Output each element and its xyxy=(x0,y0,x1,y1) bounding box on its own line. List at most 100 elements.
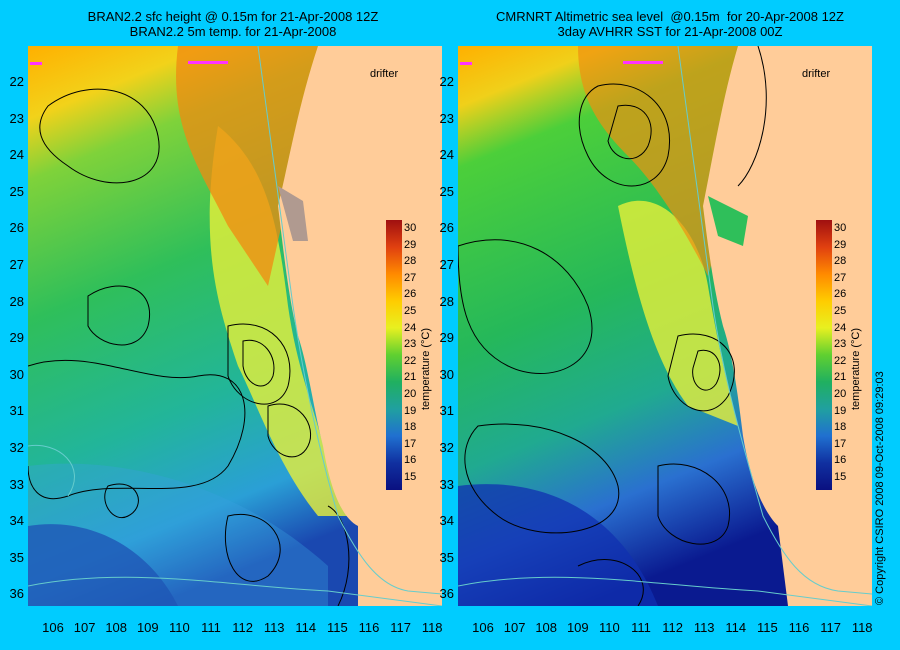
left-title-line1: BRAN2.2 sfc height @ 0.15m for 21-Apr-20… xyxy=(87,9,379,24)
latitude-label: 33 xyxy=(9,476,24,492)
colorbar-right xyxy=(816,220,832,490)
colorbar-tick-label: 19 xyxy=(404,404,417,417)
latitude-label: 27 xyxy=(439,257,454,272)
latitude-label: 36 xyxy=(439,586,454,602)
latitude-label: 23 xyxy=(9,110,24,126)
colorbar-left xyxy=(386,220,402,490)
longitude-label: 114 xyxy=(295,620,317,635)
longitude-label: 115 xyxy=(757,620,778,635)
latitude-label: 26 xyxy=(9,220,24,236)
longitude-label: 110 xyxy=(169,620,190,635)
colorbar-tick-label: 18 xyxy=(834,421,847,434)
latitude-label: 34 xyxy=(439,513,454,529)
latitude-label: 27 xyxy=(9,257,24,272)
latitude-label: 28 xyxy=(9,293,24,309)
latitude-label: 26 xyxy=(439,220,454,236)
colorbar-tick-label: 15 xyxy=(834,471,847,483)
longitude-label: 116 xyxy=(788,620,810,635)
colorbar-tick-label: 17 xyxy=(404,437,417,450)
drifter-track-left xyxy=(30,61,228,65)
longitude-label: 112 xyxy=(232,620,253,635)
right-panel-title: CMRNRT Altimetric sea level @0.15m for 2… xyxy=(455,9,885,39)
drifter-track-right xyxy=(460,61,663,65)
longitude-label: 109 xyxy=(136,620,159,635)
colorbar-tick-label: 23 xyxy=(834,338,847,351)
colorbar-tick-label: 25 xyxy=(404,305,417,317)
longitude-label: 107 xyxy=(73,620,96,635)
colorbar-tick-label: 20 xyxy=(404,388,417,400)
latitude-label: 25 xyxy=(439,183,454,199)
drifter-label-left: drifter xyxy=(370,68,399,80)
longitude-label: 106 xyxy=(42,620,64,635)
latitude-label: 24 xyxy=(9,147,24,163)
latitude-label: 22 xyxy=(9,74,24,89)
colorbar-tick-label: 21 xyxy=(404,371,417,384)
latitude-label: 35 xyxy=(439,549,454,565)
colorbar-tick-label: 29 xyxy=(404,238,417,251)
colorbar-tick-label: 19 xyxy=(834,404,847,417)
longitude-label: 115 xyxy=(327,620,348,635)
latitude-label: 29 xyxy=(439,330,454,346)
latitude-label: 34 xyxy=(9,513,24,529)
colorbar-tick-label: 16 xyxy=(404,454,417,467)
longitude-label: 117 xyxy=(820,620,841,635)
latitude-label: 31 xyxy=(9,403,24,419)
latitude-label: 24 xyxy=(439,147,454,163)
latitude-label: 32 xyxy=(9,440,24,455)
colorbar-tick-label: 17 xyxy=(834,437,847,450)
longitude-label: 106 xyxy=(472,620,494,635)
colorbar-tick-label: 30 xyxy=(404,222,417,234)
longitude-label: 118 xyxy=(421,620,443,635)
latitude-label: 22 xyxy=(439,74,454,89)
colorbar-tick-label: 22 xyxy=(834,354,847,367)
colorbar-title-right: temperature (°C) xyxy=(850,327,862,410)
drifter-label-right: drifter xyxy=(802,68,831,80)
right-title-line2: 3day AVHRR SST for 21-Apr-2008 00Z xyxy=(557,24,783,39)
longitude-label: 113 xyxy=(693,620,715,635)
colorbar-tick-label: 26 xyxy=(404,288,417,301)
latitude-label: 36 xyxy=(9,586,24,602)
longitude-label: 114 xyxy=(725,620,747,635)
longitude-label: 117 xyxy=(390,620,411,635)
latitude-label: 23 xyxy=(439,110,454,126)
longitude-label: 108 xyxy=(535,620,558,635)
longitude-label: 110 xyxy=(599,620,620,635)
colorbar-tick-label: 27 xyxy=(404,271,417,284)
copyright-note: © Copyright CSIRO 2008 09-Oct-2008 09:29… xyxy=(874,371,886,605)
colorbar-tick-label: 26 xyxy=(834,288,847,301)
latitude-label: 29 xyxy=(9,330,24,346)
colorbar-tick-label: 28 xyxy=(404,255,417,268)
bran-model-map xyxy=(28,46,442,606)
colorbar-tick-label: 24 xyxy=(404,321,417,334)
latitude-label: 35 xyxy=(9,549,24,565)
longitude-label: 113 xyxy=(263,620,285,635)
longitude-label: 107 xyxy=(503,620,526,635)
colorbar-tick-label: 28 xyxy=(834,255,847,268)
latitude-label: 30 xyxy=(9,366,24,382)
colorbar-tick-label: 18 xyxy=(404,421,417,434)
latitude-label: 25 xyxy=(9,183,24,199)
colorbar-tick-label: 30 xyxy=(834,222,847,234)
colorbar-tick-label: 25 xyxy=(834,305,847,317)
colorbar-tick-label: 27 xyxy=(834,271,847,284)
longitude-label: 108 xyxy=(105,620,128,635)
right-title-line1: CMRNRT Altimetric sea level @0.15m for 2… xyxy=(496,9,844,24)
altimetry-sst-map xyxy=(458,46,872,606)
longitude-label: 111 xyxy=(631,620,651,635)
colorbar-tick-label: 21 xyxy=(834,371,847,384)
left-title-line2: BRAN2.2 5m temp. for 21-Apr-2008 xyxy=(129,24,337,39)
longitude-label: 111 xyxy=(201,620,221,635)
left-panel-title: BRAN2.2 sfc height @ 0.15m for 21-Apr-20… xyxy=(28,9,438,39)
colorbar-tick-label: 23 xyxy=(404,338,417,351)
colorbar-tick-label: 24 xyxy=(834,321,847,334)
latitude-label: 28 xyxy=(439,293,454,309)
colorbar-tick-label: 29 xyxy=(834,238,847,251)
latitude-label: 33 xyxy=(439,476,454,492)
longitude-label: 116 xyxy=(358,620,380,635)
longitude-label: 112 xyxy=(662,620,683,635)
latitude-label: 32 xyxy=(439,440,454,455)
longitude-label: 118 xyxy=(851,620,873,635)
latitude-label: 30 xyxy=(439,366,454,382)
colorbar-tick-label: 20 xyxy=(834,388,847,400)
latitude-label: 31 xyxy=(439,403,454,419)
